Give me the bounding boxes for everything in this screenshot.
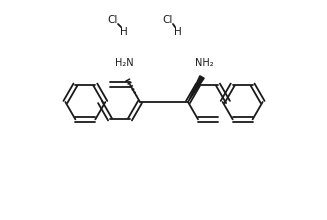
Text: Cl: Cl	[108, 15, 118, 25]
Text: H₂N: H₂N	[115, 58, 133, 68]
Text: H: H	[174, 27, 182, 37]
Text: H: H	[120, 27, 128, 37]
Polygon shape	[188, 76, 204, 102]
Text: NH₂: NH₂	[195, 58, 213, 68]
Text: Cl: Cl	[163, 15, 173, 25]
